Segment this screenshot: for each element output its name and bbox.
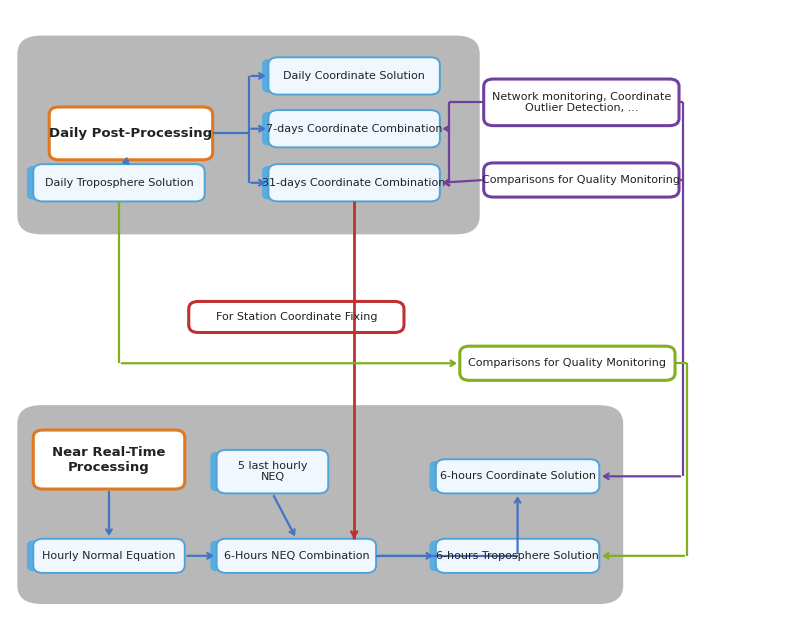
- Text: 7-days Coordinate Combination: 7-days Coordinate Combination: [266, 124, 442, 134]
- Text: Hourly Normal Equation: Hourly Normal Equation: [42, 551, 176, 561]
- Text: Daily Coordinate Solution: Daily Coordinate Solution: [283, 71, 425, 81]
- FancyBboxPatch shape: [436, 539, 599, 573]
- Text: Daily Troposphere Solution: Daily Troposphere Solution: [45, 178, 194, 188]
- FancyBboxPatch shape: [210, 452, 223, 491]
- Text: 6-hours Coordinate Solution: 6-hours Coordinate Solution: [439, 471, 595, 481]
- Text: 6-hours Troposphere Solution: 6-hours Troposphere Solution: [436, 551, 599, 561]
- FancyBboxPatch shape: [484, 163, 679, 197]
- FancyBboxPatch shape: [34, 539, 185, 573]
- FancyBboxPatch shape: [27, 166, 40, 200]
- FancyBboxPatch shape: [34, 164, 205, 202]
- Text: 31-days Coordinate Combination: 31-days Coordinate Combination: [262, 178, 446, 188]
- Text: 5 last hourly
NEQ: 5 last hourly NEQ: [238, 461, 307, 482]
- FancyBboxPatch shape: [430, 540, 442, 571]
- FancyBboxPatch shape: [269, 110, 440, 147]
- FancyBboxPatch shape: [50, 107, 213, 160]
- Text: Network monitoring, Coordinate
Outlier Detection, ...: Network monitoring, Coordinate Outlier D…: [492, 92, 671, 113]
- FancyBboxPatch shape: [210, 540, 223, 571]
- FancyBboxPatch shape: [217, 450, 328, 494]
- Text: 6-Hours NEQ Combination: 6-Hours NEQ Combination: [223, 551, 369, 561]
- Text: Comparisons for Quality Monitoring: Comparisons for Quality Monitoring: [482, 175, 680, 185]
- Text: Near Real-Time
Processing: Near Real-Time Processing: [52, 446, 166, 474]
- FancyBboxPatch shape: [27, 540, 40, 571]
- FancyBboxPatch shape: [262, 59, 275, 93]
- FancyBboxPatch shape: [430, 461, 442, 492]
- FancyBboxPatch shape: [217, 539, 376, 573]
- FancyBboxPatch shape: [484, 79, 679, 125]
- FancyBboxPatch shape: [436, 459, 599, 494]
- FancyBboxPatch shape: [189, 301, 404, 333]
- FancyBboxPatch shape: [269, 164, 440, 202]
- FancyBboxPatch shape: [262, 166, 275, 200]
- FancyBboxPatch shape: [18, 36, 480, 235]
- FancyBboxPatch shape: [269, 57, 440, 95]
- FancyBboxPatch shape: [262, 112, 275, 145]
- Text: Daily Post-Processing: Daily Post-Processing: [50, 127, 213, 140]
- Text: Comparisons for Quality Monitoring: Comparisons for Quality Monitoring: [469, 358, 666, 368]
- FancyBboxPatch shape: [460, 346, 675, 381]
- FancyBboxPatch shape: [18, 405, 623, 604]
- FancyBboxPatch shape: [34, 430, 185, 489]
- Text: For Station Coordinate Fixing: For Station Coordinate Fixing: [216, 312, 377, 322]
